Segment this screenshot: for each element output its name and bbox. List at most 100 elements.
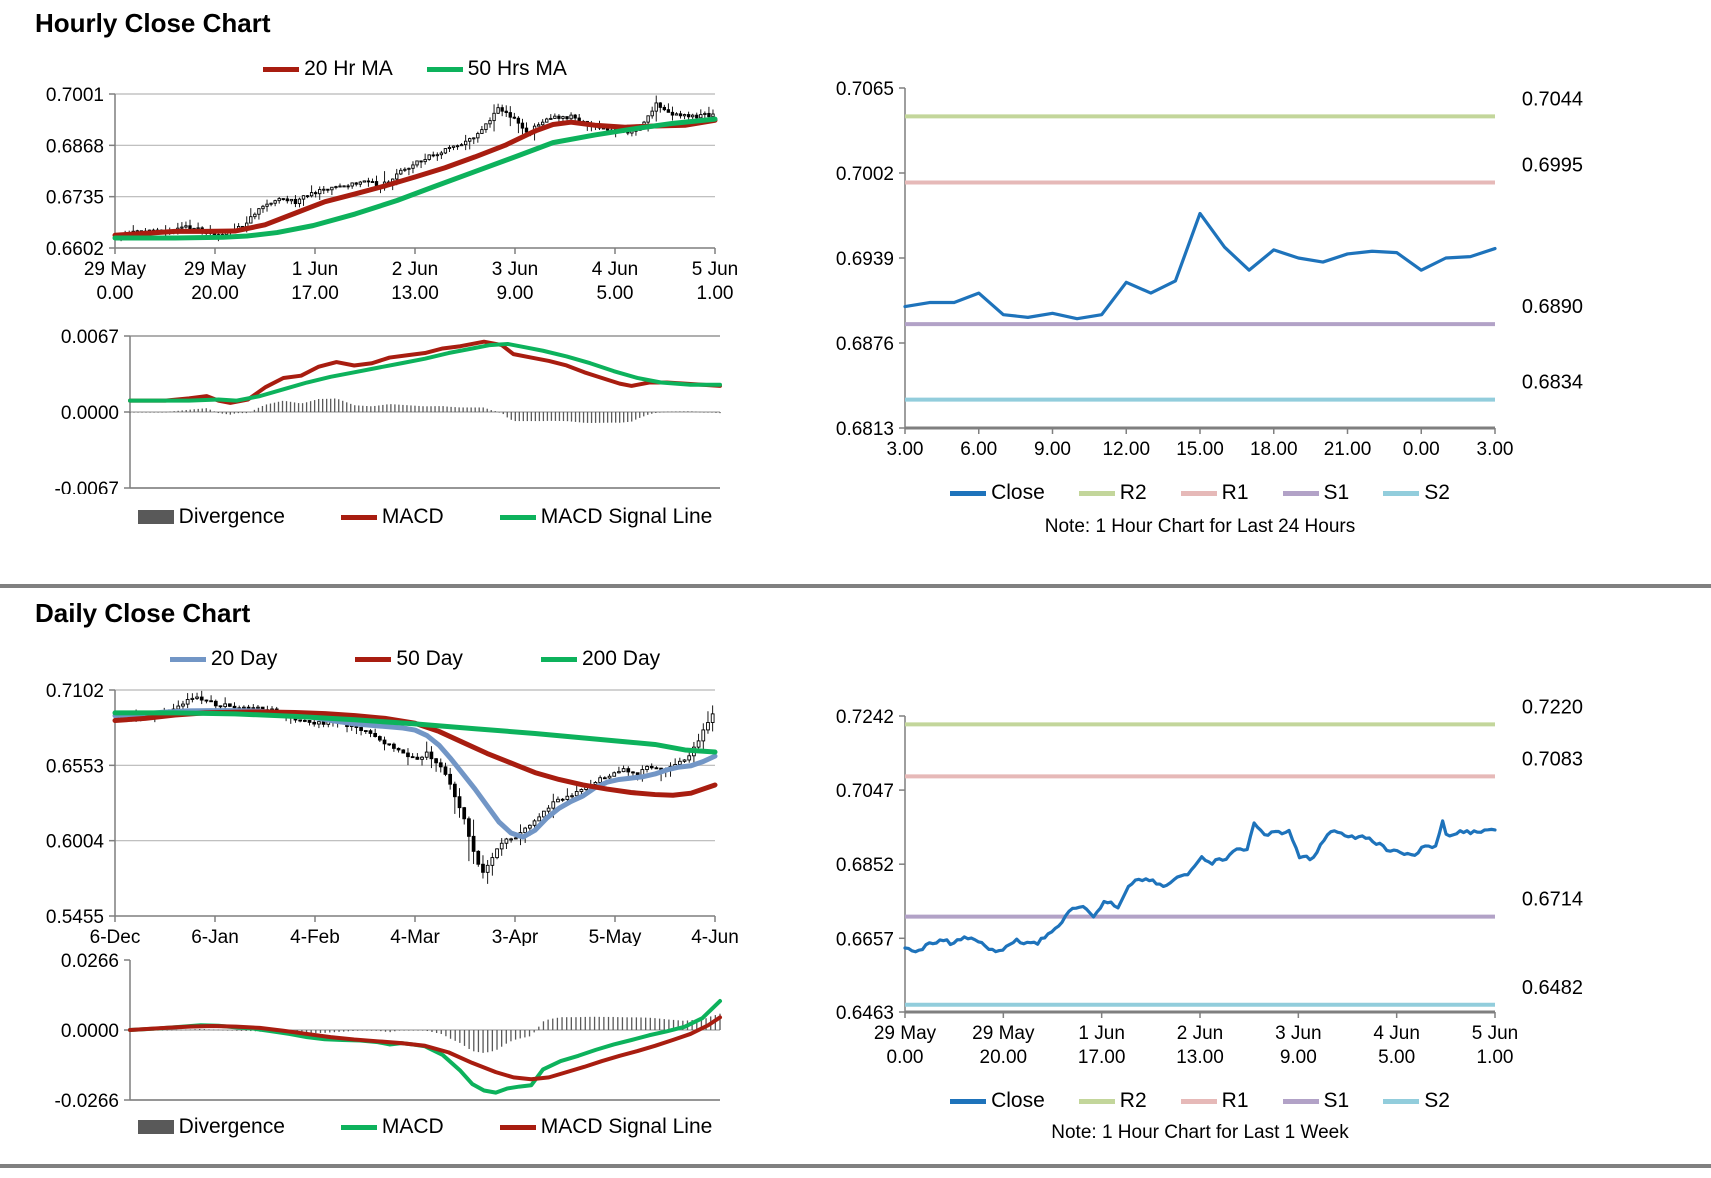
svg-text:12.00: 12.00 <box>1102 439 1150 460</box>
series-close <box>903 211 1497 321</box>
legend-item-s1: S1 <box>1282 1089 1349 1113</box>
legend-label: R1 <box>1221 1089 1249 1112</box>
svg-text:1.00: 1.00 <box>697 283 734 304</box>
series-20-day <box>112 708 718 840</box>
svg-text:0.0266: 0.0266 <box>61 951 119 972</box>
legend-item-macd: MACD <box>340 1115 444 1139</box>
legend-item-s2: S2 <box>1383 481 1450 505</box>
daily-price-chart: 0.7102 0.6553 0.6004 0.5455 6-Dec 6-Jan 4-Feb 4… <box>0 676 780 951</box>
svg-text:4-Feb: 4-Feb <box>290 927 340 946</box>
svg-text:0.6813: 0.6813 <box>836 419 894 440</box>
divergence-swatch <box>137 510 174 524</box>
svg-text:0.6834: 0.6834 <box>1522 372 1583 394</box>
svg-text:0.6890: 0.6890 <box>1522 296 1583 318</box>
hourly-macd-chart: 0.0067 0.0000 -0.0067 <box>0 322 780 500</box>
svg-text:13.00: 13.00 <box>1176 1047 1224 1068</box>
r2-swatch <box>1078 490 1115 496</box>
svg-text:0.6868: 0.6868 <box>46 136 104 157</box>
svg-text:5-May: 5-May <box>589 927 642 946</box>
svg-text:0.5455: 0.5455 <box>46 907 104 928</box>
legend-label: MACD <box>381 1115 444 1138</box>
legend-label: 20 Hr MA <box>304 57 393 80</box>
svg-text:18.00: 18.00 <box>1250 439 1298 460</box>
svg-text:0.6939: 0.6939 <box>836 249 894 270</box>
svg-text:0.0000: 0.0000 <box>61 1021 119 1042</box>
svg-text:0.7083: 0.7083 <box>1522 748 1583 770</box>
legend-item-s2: S2 <box>1383 1089 1450 1113</box>
svg-text:3.00: 3.00 <box>887 439 924 460</box>
svg-text:0.7001: 0.7001 <box>46 86 104 106</box>
svg-text:2 Jun: 2 Jun <box>392 259 438 280</box>
svg-text:-0.0266: -0.0266 <box>55 1091 119 1108</box>
svg-text:3 Jun: 3 Jun <box>1275 1023 1321 1044</box>
s1-swatch <box>1282 490 1319 496</box>
svg-text:29 May: 29 May <box>84 259 147 280</box>
s1-swatch <box>1282 1098 1319 1104</box>
legend-item-20-hr-ma: 20 Hr MA <box>263 57 393 81</box>
svg-text:3-Apr: 3-Apr <box>492 927 539 946</box>
200-day-swatch <box>540 656 577 662</box>
series-macd-signal-line <box>128 341 722 403</box>
hourly-pivot-chart: 0.7065 0.7002 0.6939 0.6876 0.6813 3.00 6.00 9.… <box>835 62 1595 479</box>
hourly-macd-legend: Divergence MACD MACD Signal Line <box>130 502 720 532</box>
svg-text:15.00: 15.00 <box>1176 439 1224 460</box>
svg-text:0.0067: 0.0067 <box>61 327 119 348</box>
legend-item-50-day: 50 Day <box>355 647 463 671</box>
svg-text:29 May: 29 May <box>184 259 247 280</box>
svg-text:29 May: 29 May <box>972 1023 1035 1044</box>
svg-text:3 Jun: 3 Jun <box>492 259 538 280</box>
svg-text:0.7242: 0.7242 <box>836 707 894 728</box>
s2-swatch <box>1383 490 1420 496</box>
svg-text:0.7220: 0.7220 <box>1522 696 1583 718</box>
legend-item-macd-signal-line: MACD Signal Line <box>499 1115 712 1139</box>
hourly-pivot-note: Note: 1 Hour Chart for Last 24 Hours <box>1044 516 1356 537</box>
series-macd <box>128 339 722 405</box>
legend-item-200-day: 200 Day <box>540 647 661 671</box>
svg-text:17.00: 17.00 <box>1078 1047 1126 1068</box>
svg-text:5.00: 5.00 <box>1378 1047 1415 1068</box>
legend-label: S1 <box>1323 481 1350 504</box>
series-50-hrs-ma <box>112 116 718 241</box>
daily_macd-svg: 0.0266 0.0000 -0.0266 <box>55 951 722 1112</box>
svg-text:2 Jun: 2 Jun <box>1177 1023 1223 1044</box>
svg-text:0.7102: 0.7102 <box>46 681 104 702</box>
macd-signal-line-swatch <box>499 1124 536 1130</box>
close-swatch <box>950 490 987 496</box>
legend-item-r2: R2 <box>1078 1089 1147 1113</box>
legend-item-r1: R1 <box>1180 1089 1249 1113</box>
legend-label: 50 Day <box>396 647 463 670</box>
svg-text:0.6995: 0.6995 <box>1522 154 1583 176</box>
legend-label: Close <box>991 1089 1045 1112</box>
legend-item-r1: R1 <box>1180 481 1249 505</box>
svg-text:29 May: 29 May <box>874 1023 937 1044</box>
s2-swatch <box>1383 1098 1420 1104</box>
legend-item-s1: S1 <box>1282 481 1350 505</box>
daily-price-legend: 20 Day 50 Day 200 Day <box>115 644 715 674</box>
svg-text:6.00: 6.00 <box>960 439 997 460</box>
series-200-day <box>112 710 718 755</box>
weekly-pivot-chart: 0.7242 0.7047 0.6852 0.6657 0.6463 29 May 0.00… <box>835 676 1595 1087</box>
svg-text:0.6876: 0.6876 <box>836 334 894 355</box>
legend-item-divergence: Divergence <box>137 505 285 529</box>
svg-text:20.00: 20.00 <box>980 1047 1028 1068</box>
svg-text:1 Jun: 1 Jun <box>292 259 338 280</box>
svg-text:13.00: 13.00 <box>391 283 439 304</box>
legend-label: R2 <box>1119 481 1147 504</box>
svg-text:0.00: 0.00 <box>887 1047 924 1068</box>
svg-text:4 Jun: 4 Jun <box>1373 1023 1419 1044</box>
svg-text:0.6714: 0.6714 <box>1522 889 1583 911</box>
r2-swatch <box>1078 1098 1115 1104</box>
svg-text:9.00: 9.00 <box>497 283 534 304</box>
svg-text:4 Jun: 4 Jun <box>592 259 638 280</box>
svg-text:0.0000: 0.0000 <box>61 403 119 424</box>
legend-label: 200 Day <box>581 647 661 670</box>
20-day-swatch <box>169 656 206 662</box>
macd-swatch <box>340 514 377 520</box>
r1-swatch <box>1180 1098 1217 1104</box>
hourly-section-title: Hourly Close Chart <box>35 8 271 38</box>
svg-text:0.00: 0.00 <box>97 283 134 304</box>
svg-text:0.7065: 0.7065 <box>836 79 894 100</box>
